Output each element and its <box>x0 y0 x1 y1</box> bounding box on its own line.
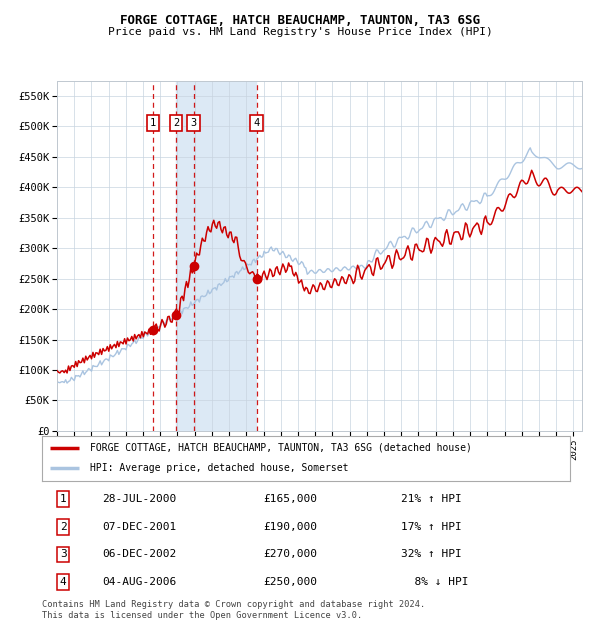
Text: 17% ↑ HPI: 17% ↑ HPI <box>401 522 462 532</box>
Text: 21% ↑ HPI: 21% ↑ HPI <box>401 494 462 504</box>
Bar <box>176 81 256 431</box>
Text: 8% ↓ HPI: 8% ↓ HPI <box>401 577 469 587</box>
Text: 2: 2 <box>173 118 179 128</box>
Text: 4: 4 <box>60 577 67 587</box>
Text: 04-AUG-2006: 04-AUG-2006 <box>103 577 177 587</box>
Text: HPI: Average price, detached house, Somerset: HPI: Average price, detached house, Some… <box>89 463 348 474</box>
Text: 3: 3 <box>60 549 67 559</box>
Text: 4: 4 <box>253 118 260 128</box>
Text: 28-JUL-2000: 28-JUL-2000 <box>103 494 177 504</box>
Text: Contains HM Land Registry data © Crown copyright and database right 2024.
This d: Contains HM Land Registry data © Crown c… <box>42 600 425 619</box>
Text: FORGE COTTAGE, HATCH BEAUCHAMP, TAUNTON, TA3 6SG (detached house): FORGE COTTAGE, HATCH BEAUCHAMP, TAUNTON,… <box>89 443 472 453</box>
Text: £270,000: £270,000 <box>263 549 317 559</box>
Text: 1: 1 <box>150 118 156 128</box>
Text: 3: 3 <box>190 118 197 128</box>
Text: £190,000: £190,000 <box>263 522 317 532</box>
Text: 1: 1 <box>60 494 67 504</box>
Text: FORGE COTTAGE, HATCH BEAUCHAMP, TAUNTON, TA3 6SG: FORGE COTTAGE, HATCH BEAUCHAMP, TAUNTON,… <box>120 14 480 27</box>
Text: 07-DEC-2001: 07-DEC-2001 <box>103 522 177 532</box>
Text: 2: 2 <box>60 522 67 532</box>
Text: £250,000: £250,000 <box>263 577 317 587</box>
Text: £165,000: £165,000 <box>263 494 317 504</box>
Text: Price paid vs. HM Land Registry's House Price Index (HPI): Price paid vs. HM Land Registry's House … <box>107 27 493 37</box>
Text: 32% ↑ HPI: 32% ↑ HPI <box>401 549 462 559</box>
Text: 06-DEC-2002: 06-DEC-2002 <box>103 549 177 559</box>
